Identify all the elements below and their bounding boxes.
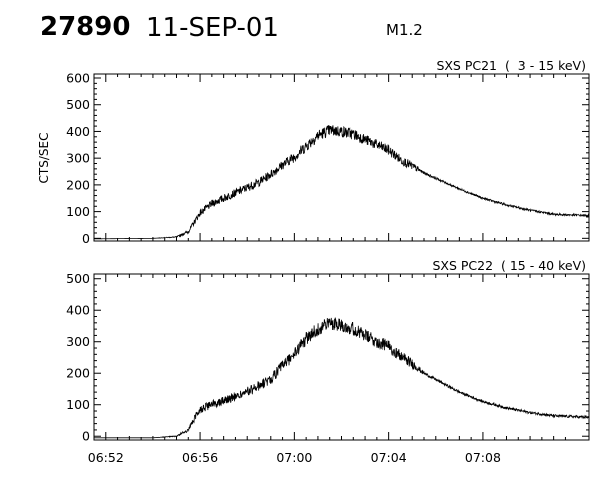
event-date: 11-SEP-01 xyxy=(146,13,279,43)
event-id: 27890 xyxy=(40,12,131,42)
y-tick-label-pc21: 100 xyxy=(66,204,90,219)
panel-pc21-series-line xyxy=(94,125,590,240)
panel-pc21-ticks: 0 100 200 300 400 500 600 xyxy=(66,71,590,246)
y-tick-label-pc22: 200 xyxy=(66,366,90,381)
panel-pc22: SXS PC22 ( 15 - 40 keV) 0 100 200 300 400 500… xyxy=(66,258,590,465)
x-tick-label-pc22: 07:04 xyxy=(371,450,407,465)
y-tick-label-pc22: 300 xyxy=(66,334,90,349)
x-tick-label-pc22: 06:56 xyxy=(182,450,218,465)
y-tick-label-pc21: 500 xyxy=(66,97,90,112)
x-tick-label-pc22: 07:00 xyxy=(276,450,312,465)
y-tick-label-pc21: 200 xyxy=(66,177,90,192)
y-tick-label-pc22: 500 xyxy=(66,271,90,286)
panel-pc21-ylabel: CTS/SEC xyxy=(37,133,51,184)
y-tick-label-pc21: 300 xyxy=(66,151,90,166)
flare-class: M1.2 xyxy=(386,21,423,39)
y-tick-label-pc21: 400 xyxy=(66,124,90,139)
y-tick-label-pc22: 100 xyxy=(66,397,90,412)
panel-pc21: SXS PC21 ( 3 - 15 keV) CTS/SEC 0 100 200 30… xyxy=(37,58,590,246)
panel-pc21-frame xyxy=(93,73,590,242)
panel-pc22-series-line xyxy=(94,317,590,439)
y-tick-label-pc21: 0 xyxy=(82,231,90,246)
panel-pc22-frame xyxy=(93,273,590,441)
y-tick-label-pc22: 400 xyxy=(66,303,90,318)
x-tick-label-pc22: 07:08 xyxy=(465,450,501,465)
y-tick-label-pc22: 0 xyxy=(82,429,90,444)
panel-pc21-title: SXS PC21 ( 3 - 15 keV) xyxy=(436,58,586,73)
panel-pc22-ticks: 0 100 200 300 400 500 06:52 06:56 07:00 07:04 07:0… xyxy=(66,271,590,465)
panel-pc22-title: SXS PC22 ( 15 - 40 keV) xyxy=(432,258,586,273)
x-tick-label-pc22: 06:52 xyxy=(88,450,124,465)
y-tick-label-pc21: 600 xyxy=(66,71,90,86)
